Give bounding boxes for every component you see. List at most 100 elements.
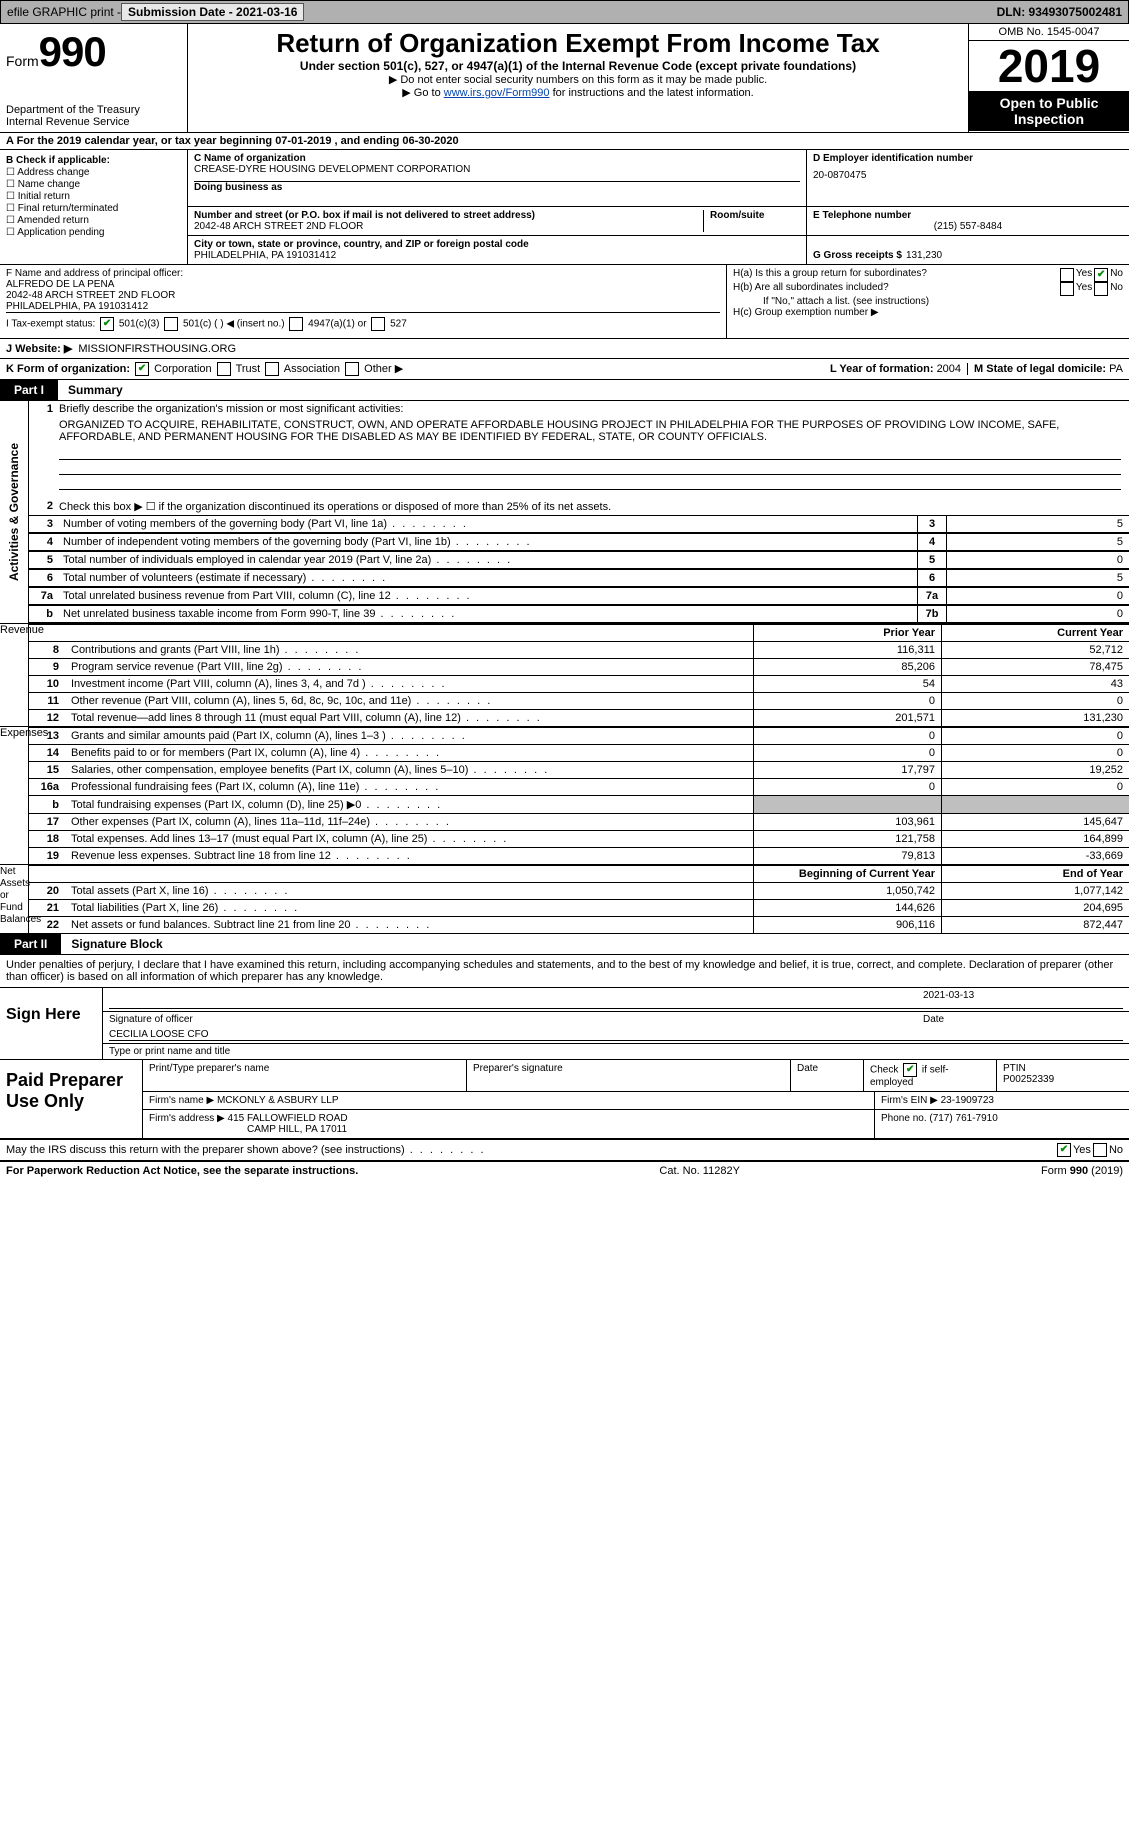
officer-addr1: 2042-48 ARCH STREET 2ND FLOOR — [6, 290, 720, 301]
fin-prior: 17,797 — [754, 762, 942, 779]
cell-d-ein: D Employer identification number 20-0870… — [807, 150, 1129, 206]
chk-other[interactable] — [345, 362, 359, 376]
chk-trust[interactable] — [217, 362, 231, 376]
check-label: Check — [870, 1065, 898, 1076]
chk-4947[interactable] — [289, 317, 303, 331]
opt-527: 527 — [390, 319, 407, 330]
line-desc: Total number of volunteers (estimate if … — [59, 570, 917, 587]
room-label: Room/suite — [710, 210, 800, 221]
omb-number: OMB No. 1545-0047 — [969, 24, 1129, 41]
chk-hb-yes[interactable] — [1060, 282, 1074, 296]
fin-desc: Net assets or fund balances. Subtract li… — [65, 917, 754, 934]
fin-num: 9 — [29, 659, 65, 676]
fin-curr: 1,077,142 — [942, 883, 1129, 900]
chk-application-pending[interactable]: Application pending — [6, 227, 181, 238]
chk-assoc[interactable] — [265, 362, 279, 376]
l-label: L Year of formation: — [830, 363, 934, 375]
fin-desc: Total assets (Part X, line 16) — [65, 883, 754, 900]
paid-preparer-body: Print/Type preparer's name Preparer's si… — [143, 1060, 1129, 1138]
fin-num: 17 — [29, 814, 65, 831]
fin-num: 15 — [29, 762, 65, 779]
fin-row: 9Program service revenue (Part VIII, lin… — [29, 659, 1129, 676]
footer-right: Form 990 (2019) — [1041, 1165, 1123, 1177]
page-footer: For Paperwork Reduction Act Notice, see … — [0, 1161, 1129, 1180]
line-val: 0 — [946, 588, 1129, 605]
chk-final-return[interactable]: Final return/terminated — [6, 203, 181, 214]
perjury-statement: Under penalties of perjury, I declare th… — [0, 955, 1129, 988]
line-num: 3 — [29, 516, 59, 533]
chk-name-change[interactable]: Name change — [6, 179, 181, 190]
summary-body-1: 1 Briefly describe the organization's mi… — [29, 401, 1129, 623]
fin-desc: Grants and similar amounts paid (Part IX… — [65, 728, 754, 745]
chk-self-employed[interactable]: ✔ — [903, 1063, 917, 1077]
fin-prior: 79,813 — [754, 848, 942, 865]
sign-here-block: Sign Here 2021-03-13 Signature of office… — [0, 988, 1129, 1060]
fin-num: 8 — [29, 642, 65, 659]
col-c-to-g: C Name of organization CREASE-DYRE HOUSI… — [188, 150, 1129, 264]
line-val: 5 — [946, 534, 1129, 551]
firm-name-label: Firm's name ▶ — [149, 1095, 214, 1106]
summary-line: 3Number of voting members of the governi… — [29, 515, 1129, 533]
chk-501c3[interactable]: ✔ — [100, 317, 114, 331]
chk-amended-return[interactable]: Amended return — [6, 215, 181, 226]
sig-officer-line[interactable] — [109, 990, 923, 1009]
fin-prior: 54 — [754, 676, 942, 693]
cell-c-address-row: Number and street (or P.O. box if mail i… — [188, 207, 807, 235]
row-discuss: May the IRS discuss this return with the… — [0, 1139, 1129, 1161]
cell-h: H(a) Is this a group return for subordin… — [727, 265, 1129, 338]
chk-corp[interactable]: ✔ — [135, 362, 149, 376]
firm-name-value: MCKONLY & ASBURY LLP — [217, 1095, 339, 1106]
chk-501c[interactable] — [164, 317, 178, 331]
room-suite: Room/suite — [704, 210, 800, 232]
line-desc: Total number of individuals employed in … — [59, 552, 917, 569]
fin-prior: 116,311 — [754, 642, 942, 659]
website-value: MISSIONFIRSTHOUSING.ORG — [78, 343, 236, 355]
fin-prior — [754, 796, 942, 814]
chk-address-change[interactable]: Address change — [6, 167, 181, 178]
fin-curr: 164,899 — [942, 831, 1129, 848]
m-label: M State of legal domicile: — [974, 363, 1106, 375]
chk-discuss-no[interactable] — [1093, 1143, 1107, 1157]
row-k-l-m: K Form of organization: ✔ Corporation Tr… — [0, 359, 1129, 380]
cell-c-name: C Name of organization CREASE-DYRE HOUSI… — [188, 150, 807, 206]
form-header: Form990 Department of the Treasury Inter… — [0, 24, 1129, 133]
open-public-inspection: Open to Public Inspection — [969, 91, 1129, 131]
fin-curr: -33,669 — [942, 848, 1129, 865]
footer-left: For Paperwork Reduction Act Notice, see … — [6, 1165, 358, 1177]
ptin-label: PTIN — [1003, 1063, 1123, 1074]
chk-discuss-yes[interactable]: ✔ — [1057, 1143, 1071, 1157]
h-note: If "No," attach a list. (see instruction… — [733, 296, 1123, 307]
chk-initial-return[interactable]: Initial return — [6, 191, 181, 202]
line-val: 0 — [946, 552, 1129, 569]
chk-hb-no[interactable] — [1094, 282, 1108, 296]
fin-num: 18 — [29, 831, 65, 848]
fin-num: b — [29, 796, 65, 814]
fin-row: 11Other revenue (Part VIII, column (A), … — [29, 693, 1129, 710]
fin-curr: 0 — [942, 728, 1129, 745]
form990-link[interactable]: www.irs.gov/Form990 — [444, 87, 550, 99]
section-b-g: B Check if applicable: Address change Na… — [0, 150, 1129, 265]
fin-curr: 872,447 — [942, 917, 1129, 934]
prep-sig-hdr: Preparer's signature — [467, 1060, 791, 1091]
chk-527[interactable] — [371, 317, 385, 331]
chk-ha-yes[interactable] — [1060, 268, 1074, 282]
dept-label: Department of the Treasury Internal Reve… — [6, 104, 181, 128]
sign-here-body: 2021-03-13 Signature of officer Date CEC… — [103, 988, 1129, 1059]
efile-label: efile GRAPHIC print - — [7, 5, 121, 19]
row-a-tax-year: A For the 2019 calendar year, or tax yea… — [0, 133, 1129, 150]
chk-ha-no[interactable]: ✔ — [1094, 268, 1108, 282]
phone-value: (215) 557-8484 — [813, 221, 1123, 232]
col-b-checkboxes: B Check if applicable: Address change Na… — [0, 150, 188, 264]
fin-curr: 145,647 — [942, 814, 1129, 831]
fin-curr: 43 — [942, 676, 1129, 693]
fin-curr: 0 — [942, 693, 1129, 710]
officer-name-label: Type or print name and title — [109, 1046, 1123, 1057]
fin-num: 12 — [29, 710, 65, 727]
fin-row: 19Revenue less expenses. Subtract line 1… — [29, 848, 1129, 865]
footer-mid: Cat. No. 11282Y — [358, 1165, 1041, 1177]
summary-line: bNet unrelated business taxable income f… — [29, 605, 1129, 623]
fin-prior: 0 — [754, 745, 942, 762]
part-1-header: Part I Summary — [0, 380, 1129, 401]
g-label: G Gross receipts $ — [813, 250, 902, 261]
opt-501c: 501(c) ( ) ◀ (insert no.) — [183, 319, 285, 330]
